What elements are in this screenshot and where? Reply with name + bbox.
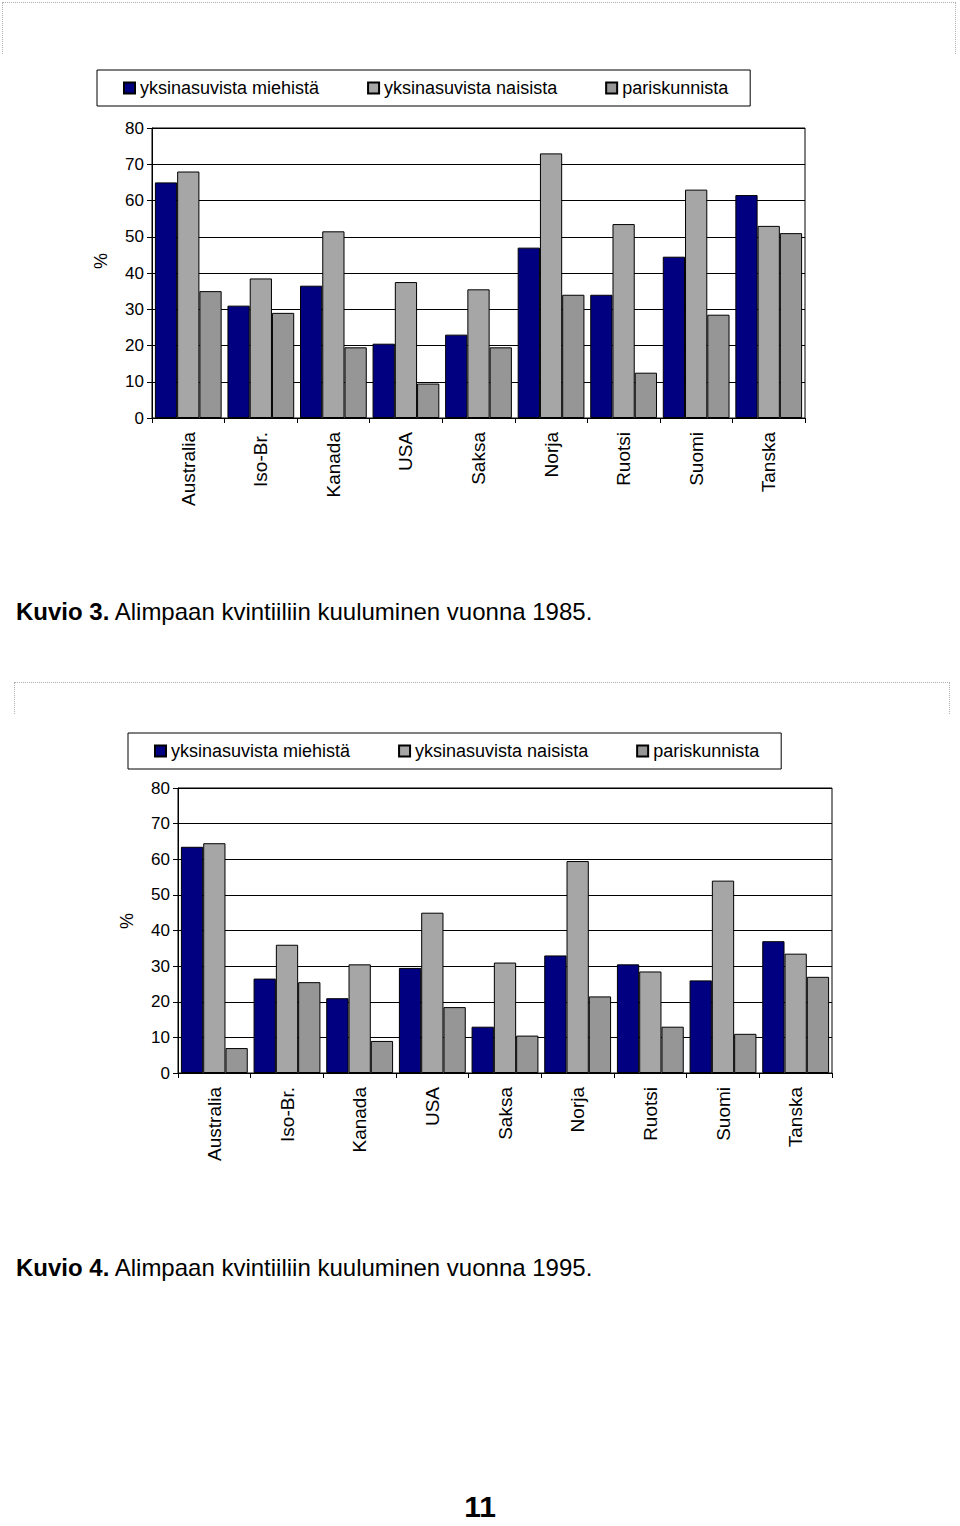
svg-text:60: 60 bbox=[151, 850, 170, 869]
svg-text:USA: USA bbox=[422, 1087, 443, 1126]
svg-text:80: 80 bbox=[151, 779, 170, 798]
svg-text:30: 30 bbox=[151, 957, 170, 976]
svg-text:Saksa: Saksa bbox=[495, 1087, 516, 1140]
svg-text:40: 40 bbox=[125, 264, 144, 283]
svg-text:Tanska: Tanska bbox=[758, 432, 779, 493]
svg-text:Tanska: Tanska bbox=[785, 1087, 806, 1148]
svg-text:Ruotsi: Ruotsi bbox=[640, 1087, 661, 1141]
svg-text:0: 0 bbox=[161, 1064, 170, 1083]
svg-text:80: 80 bbox=[125, 119, 144, 138]
svg-text:70: 70 bbox=[151, 814, 170, 833]
svg-text:10: 10 bbox=[125, 372, 144, 391]
svg-text:Suomi: Suomi bbox=[686, 432, 707, 486]
svg-text:50: 50 bbox=[151, 885, 170, 904]
svg-text:20: 20 bbox=[125, 336, 144, 355]
html-text:Kuvio 4. Alimpaan kvintiiliin: Kuvio 4. Alimpaan kvintiiliin kuuluminen… bbox=[16, 1254, 593, 1281]
svg-text:pariskunnista: pariskunnista bbox=[622, 78, 729, 98]
svg-text:Iso-Br.: Iso-Br. bbox=[277, 1087, 298, 1142]
svg-text:30: 30 bbox=[125, 300, 144, 319]
svg-text:yksinasuvista naisista: yksinasuvista naisista bbox=[384, 78, 558, 98]
svg-text:Australia: Australia bbox=[178, 432, 199, 506]
svg-text:Ruotsi: Ruotsi bbox=[613, 432, 634, 486]
svg-text:pariskunnista: pariskunnista bbox=[653, 741, 760, 761]
html-text:Kuvio 3. Alimpaan kvintiiliin: Kuvio 3. Alimpaan kvintiiliin kuuluminen… bbox=[16, 598, 593, 625]
svg-text:Norja: Norja bbox=[567, 1087, 588, 1133]
svg-text:40: 40 bbox=[151, 921, 170, 940]
svg-text:Norja: Norja bbox=[541, 432, 562, 478]
svg-text:Iso-Br.: Iso-Br. bbox=[250, 432, 271, 487]
svg-text:0: 0 bbox=[135, 409, 144, 428]
svg-text:20: 20 bbox=[151, 992, 170, 1011]
svg-text:Kanada: Kanada bbox=[323, 432, 344, 498]
svg-text:%: % bbox=[91, 253, 111, 269]
svg-text:Australia: Australia bbox=[204, 1087, 225, 1161]
svg-text:yksinasuvista miehistä: yksinasuvista miehistä bbox=[171, 741, 351, 761]
svg-text:Kanada: Kanada bbox=[349, 1087, 370, 1153]
svg-text:yksinasuvista naisista: yksinasuvista naisista bbox=[415, 741, 589, 761]
svg-text:yksinasuvista miehistä: yksinasuvista miehistä bbox=[140, 78, 320, 98]
svg-text:50: 50 bbox=[125, 227, 144, 246]
svg-text:10: 10 bbox=[151, 1028, 170, 1047]
svg-text:70: 70 bbox=[125, 155, 144, 174]
html-text:11: 11 bbox=[464, 1490, 496, 1523]
svg-text:USA: USA bbox=[395, 432, 416, 471]
svg-text:60: 60 bbox=[125, 191, 144, 210]
svg-text:Saksa: Saksa bbox=[468, 432, 489, 485]
svg-text:Suomi: Suomi bbox=[713, 1087, 734, 1141]
svg-text:%: % bbox=[117, 913, 137, 929]
